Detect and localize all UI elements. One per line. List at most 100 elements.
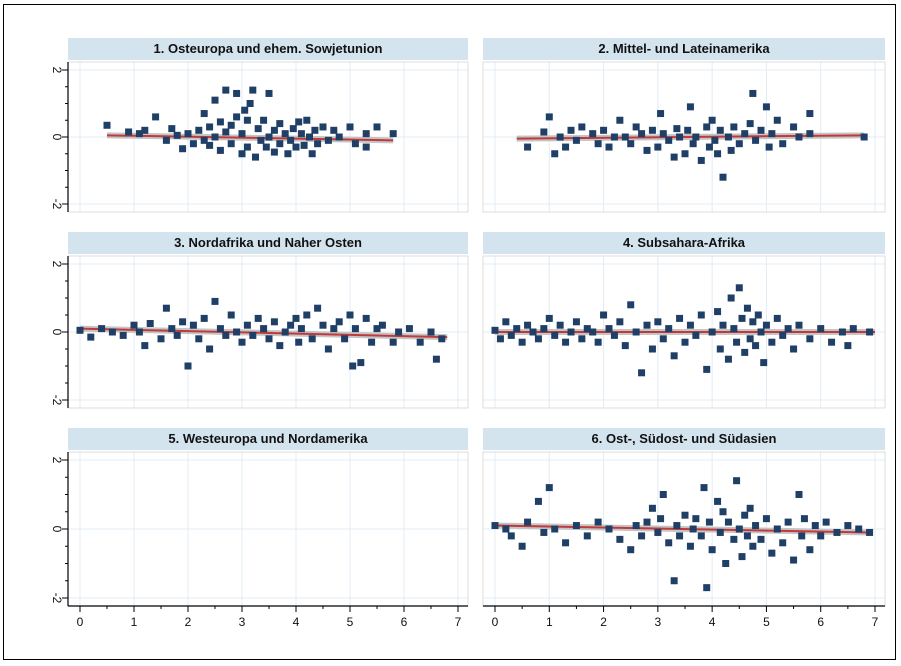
- data-point: [697, 311, 705, 319]
- data-point: [551, 525, 559, 533]
- data-point: [866, 528, 874, 536]
- data-point: [76, 326, 84, 334]
- y-tick-label: 0: [50, 329, 64, 336]
- y-tick-label: 2: [50, 457, 64, 464]
- data-point: [697, 156, 705, 164]
- data-point: [184, 130, 192, 138]
- data-point: [189, 140, 197, 148]
- data-point: [716, 528, 724, 536]
- data-point: [513, 325, 521, 333]
- panel-plot-area: [482, 255, 886, 409]
- panel-title: 6. Ost-, Südost- und Südasien: [592, 431, 777, 446]
- data-point: [200, 110, 208, 118]
- data-point: [206, 123, 214, 131]
- data-point: [216, 325, 224, 333]
- data-point: [773, 314, 781, 322]
- data-point: [754, 311, 762, 319]
- data-point: [222, 86, 230, 94]
- x-tick-label: 2: [600, 615, 607, 629]
- data-point: [389, 338, 397, 346]
- data-point: [714, 308, 722, 316]
- data-point: [686, 103, 694, 111]
- data-point: [195, 126, 203, 134]
- data-point: [281, 328, 289, 336]
- data-point: [670, 352, 678, 360]
- data-point: [491, 522, 499, 530]
- data-point: [346, 311, 354, 319]
- data-point: [292, 314, 300, 322]
- data-point: [643, 518, 651, 526]
- data-point: [545, 484, 553, 492]
- data-point: [303, 311, 311, 319]
- data-point: [730, 535, 738, 543]
- data-point: [833, 528, 841, 536]
- data-point: [146, 320, 154, 327]
- panel-plot-area: [482, 61, 886, 213]
- data-point: [583, 532, 591, 540]
- data-point: [817, 532, 825, 540]
- x-tick-label: 5: [347, 615, 354, 629]
- data-point: [616, 318, 624, 326]
- data-point: [676, 133, 684, 141]
- data-point: [141, 342, 149, 350]
- data-point: [665, 136, 673, 144]
- data-point: [855, 525, 863, 533]
- data-point: [238, 338, 246, 346]
- data-point: [195, 335, 203, 343]
- data-point: [708, 116, 716, 124]
- data-point: [806, 546, 814, 554]
- data-point: [798, 532, 806, 540]
- panel-title: 4. Subsahara-Afrika: [623, 235, 746, 250]
- x-tick-label: 1: [546, 615, 553, 629]
- data-point: [395, 328, 403, 336]
- x-tick-label: 7: [872, 615, 879, 629]
- y-tick-label: -2: [50, 199, 64, 210]
- data-point: [556, 133, 564, 141]
- data-point: [716, 345, 724, 353]
- data-point: [389, 130, 397, 138]
- x-tick-label: 0: [77, 615, 84, 629]
- panel-header: [483, 38, 885, 60]
- data-point: [724, 355, 732, 363]
- data-point: [238, 130, 246, 138]
- data-point: [119, 331, 127, 339]
- data-point: [270, 318, 278, 326]
- data-point: [324, 136, 332, 144]
- data-point: [545, 314, 553, 322]
- data-point: [362, 314, 370, 322]
- data-point: [373, 325, 381, 333]
- data-point: [757, 126, 765, 134]
- data-point: [735, 140, 743, 148]
- data-point: [534, 497, 542, 505]
- data-point: [141, 126, 149, 134]
- data-point: [638, 130, 646, 138]
- data-point: [708, 546, 716, 554]
- data-point: [790, 556, 798, 564]
- data-point: [762, 515, 770, 523]
- data-point: [790, 345, 798, 353]
- data-point: [270, 126, 278, 134]
- data-point: [760, 359, 768, 367]
- data-point: [572, 522, 580, 530]
- data-point: [670, 153, 678, 161]
- data-point: [654, 528, 662, 536]
- data-point: [692, 133, 700, 141]
- data-point: [179, 318, 187, 326]
- data-point: [697, 532, 705, 540]
- data-point: [724, 133, 732, 141]
- data-point: [276, 342, 284, 350]
- data-point: [716, 126, 724, 134]
- data-point: [757, 535, 765, 543]
- data-point: [233, 89, 241, 97]
- data-point: [610, 133, 618, 141]
- data-point: [768, 549, 776, 557]
- data-point: [659, 130, 667, 138]
- data-point: [330, 325, 338, 333]
- data-point: [589, 328, 597, 336]
- data-point: [657, 515, 665, 523]
- data-point: [686, 321, 694, 329]
- data-point: [714, 150, 722, 158]
- data-point: [507, 532, 515, 540]
- data-point: [349, 362, 357, 370]
- data-point: [605, 143, 613, 151]
